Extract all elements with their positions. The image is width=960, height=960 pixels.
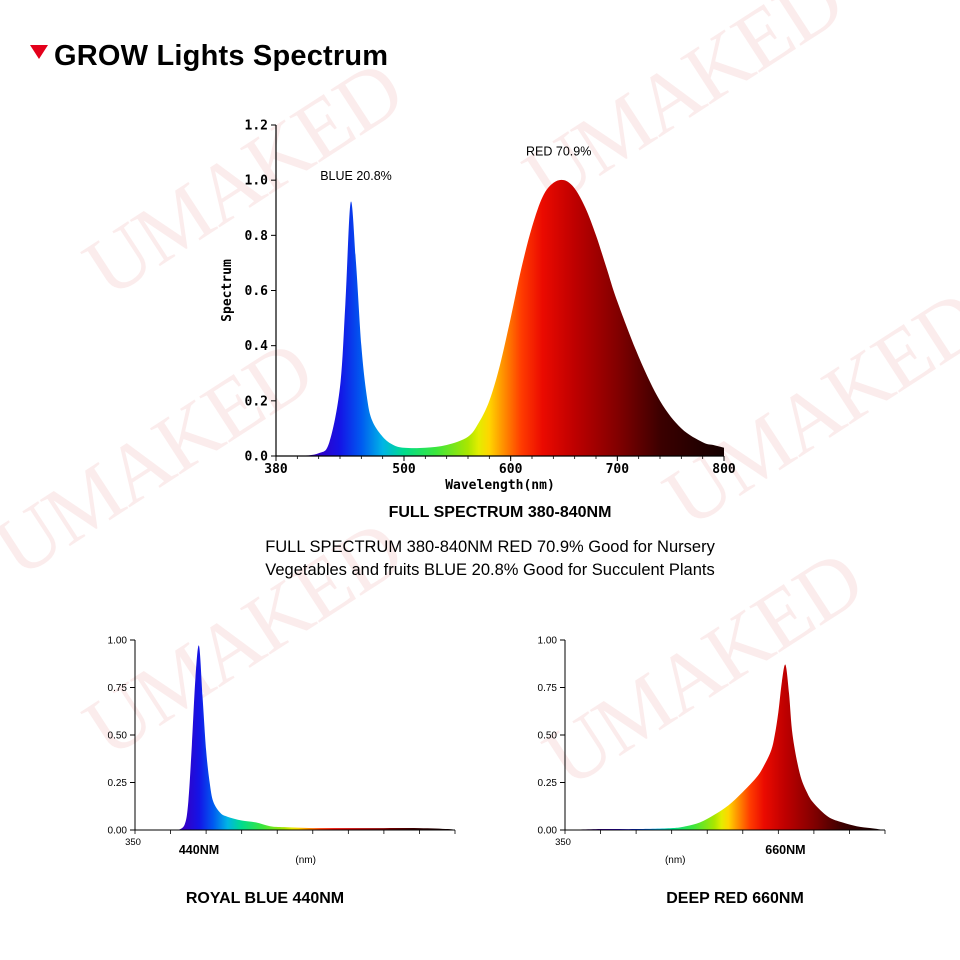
full-spectrum-chart: 0.0 0.2 0.4 0.6 0.8 1.0 1.2 380 500 600 700 800 Wave… bbox=[220, 119, 736, 493]
y-tick-label: 0.4 bbox=[245, 339, 269, 354]
y-tick-label: 0.75 bbox=[108, 683, 128, 694]
y-tick-label: 0.25 bbox=[108, 778, 128, 789]
page-title: GROW Lights Spectrum bbox=[54, 39, 389, 72]
x-tick-label: 700 bbox=[606, 462, 630, 477]
x-tick-label: 600 bbox=[499, 462, 523, 477]
peak-wavelength-label: 660NM bbox=[765, 843, 805, 857]
spectrum-area bbox=[276, 179, 724, 456]
y-tick-label: 0.0 bbox=[245, 450, 269, 465]
y-tick-label: 1.0 bbox=[245, 174, 269, 189]
deep-red-chart: 0.00 0.25 0.50 0.75 1.00 350 660NM (nm) bbox=[538, 636, 886, 866]
deep-red-caption: DEEP RED 660NM bbox=[666, 890, 804, 907]
spectrum-description: FULL SPECTRUM 380-840NM RED 70.9% Good f… bbox=[160, 536, 820, 582]
page-header: GROW Lights Spectrum bbox=[30, 36, 388, 76]
spectrum-area bbox=[565, 664, 885, 830]
y-tick-label: 1.00 bbox=[108, 636, 128, 647]
royal-blue-chart: 0.00 0.25 0.50 0.75 1.00 350 440NM (nm) bbox=[108, 636, 456, 866]
y-tick-label: 0.8 bbox=[245, 229, 269, 244]
y-tick-label: 0.50 bbox=[538, 731, 558, 742]
x-tick-label: 380 bbox=[264, 462, 288, 477]
x-tick-label: 350 bbox=[555, 837, 571, 848]
y-tick-label: 0.00 bbox=[538, 826, 558, 837]
y-tick-label: 0.25 bbox=[538, 778, 558, 789]
y-tick-label: 0.00 bbox=[108, 826, 128, 837]
x-axis-label: (nm) bbox=[295, 855, 316, 866]
x-tick-label: 500 bbox=[392, 462, 416, 477]
x-tick-label: 800 bbox=[712, 462, 736, 477]
blue-percent-label: BLUE 20.8% bbox=[320, 169, 392, 183]
y-tick-label: 0.2 bbox=[245, 394, 268, 409]
axis-lines bbox=[134, 640, 455, 831]
royal-blue-caption: ROYAL BLUE 440NM bbox=[185, 890, 345, 907]
red-percent-label: RED 70.9% bbox=[526, 144, 591, 158]
description-line-1: FULL SPECTRUM 380-840NM RED 70.9% Good f… bbox=[265, 538, 715, 556]
description-line-2: Vegetables and fruits BLUE 20.8% Good fo… bbox=[265, 561, 715, 579]
x-tick-label: 350 bbox=[125, 837, 141, 848]
y-tick-label: 1.00 bbox=[538, 636, 558, 647]
y-tick-label: 0.50 bbox=[108, 731, 128, 742]
full-spectrum-caption: FULL SPECTRUM 380-840NM bbox=[388, 504, 612, 521]
y-tick-label: 0.75 bbox=[538, 683, 558, 694]
y-tick-label: 0.6 bbox=[245, 284, 269, 299]
x-axis-label: (nm) bbox=[665, 855, 686, 866]
y-tick-label: 1.2 bbox=[245, 119, 268, 134]
spectrum-area bbox=[135, 645, 455, 830]
y-axis-label: Spectrum bbox=[220, 259, 235, 322]
peak-wavelength-label: 440NM bbox=[179, 843, 219, 857]
x-axis-label: Wavelength(nm) bbox=[445, 478, 555, 493]
red-triangle-icon bbox=[30, 45, 48, 59]
axis-lines bbox=[564, 640, 885, 831]
